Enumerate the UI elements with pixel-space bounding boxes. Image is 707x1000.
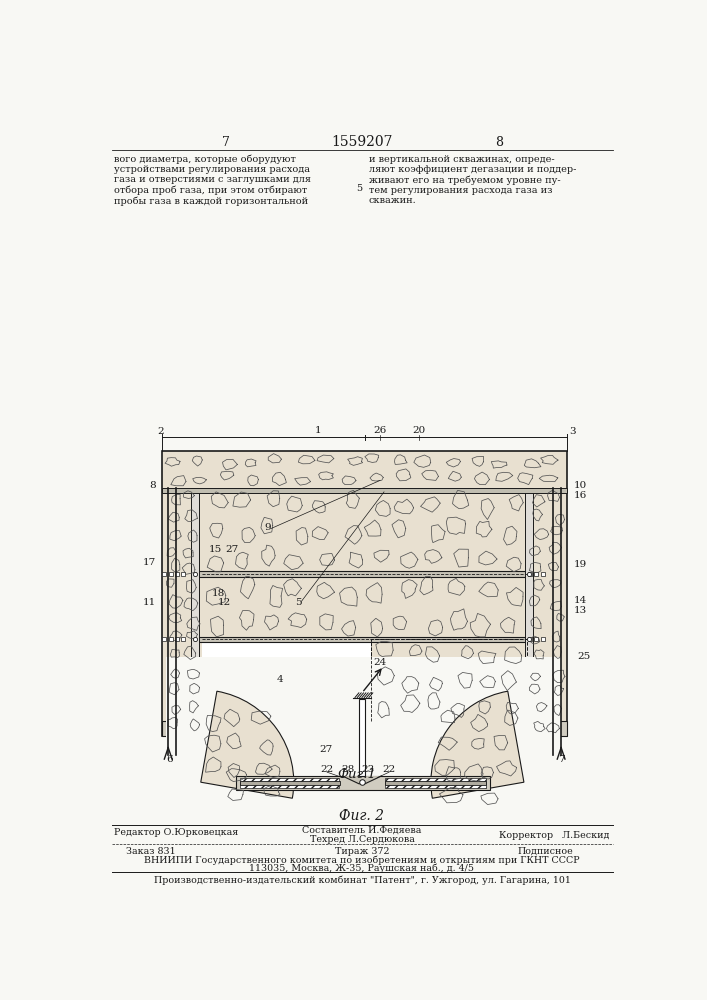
Text: 16: 16 (573, 491, 587, 500)
Bar (162, 451, 567, 488)
Bar (371, 639, 527, 721)
Bar (235, 776, 490, 790)
Bar (240, 778, 339, 788)
Text: газа и отверстиями с заглушками для: газа и отверстиями с заглушками для (114, 175, 311, 184)
Text: 12: 12 (218, 598, 231, 607)
Bar (240, 781, 340, 785)
Text: 22: 22 (320, 765, 334, 774)
Text: живают его на требуемом уровне пу-: живают его на требуемом уровне пу- (369, 175, 561, 185)
Bar (162, 721, 567, 736)
Text: 27: 27 (319, 745, 332, 754)
Text: 9: 9 (264, 523, 271, 532)
Text: Техред Л.Сердюкова: Техред Л.Сердюкова (310, 835, 414, 844)
Text: Тираж 372: Тираж 372 (334, 847, 389, 856)
Bar (196, 571, 533, 577)
Text: 1559207: 1559207 (331, 135, 392, 149)
Text: 8: 8 (149, 481, 156, 490)
Polygon shape (343, 776, 381, 784)
Text: пробы газа в каждой горизонтальной: пробы газа в каждой горизонтальной (114, 196, 308, 206)
Text: 13: 13 (573, 606, 587, 615)
Text: 7: 7 (558, 755, 564, 764)
Text: 11: 11 (143, 598, 156, 607)
Text: ВНИИПИ Государственного комитета по изобретениям и открытиям при ГКНТ СССР: ВНИИПИ Государственного комитета по изоб… (144, 855, 580, 865)
Text: ляют коэффициент дегазации и поддер-: ляют коэффициент дегазации и поддер- (369, 165, 576, 174)
Bar (166, 657, 561, 811)
Text: 2: 2 (157, 427, 164, 436)
Text: Фиг. 2: Фиг. 2 (339, 809, 385, 823)
Bar (385, 781, 486, 785)
Text: 26: 26 (373, 426, 387, 435)
Text: 3: 3 (570, 427, 576, 436)
Text: вого диаметра, которые оборудуют: вого диаметра, которые оборудуют (114, 155, 296, 164)
Text: Подписное: Подписное (518, 847, 573, 856)
Text: 19: 19 (573, 560, 587, 569)
Text: 20: 20 (412, 426, 426, 435)
Text: 10: 10 (573, 481, 587, 490)
Bar (202, 574, 527, 639)
Text: 15: 15 (209, 545, 222, 554)
Wedge shape (201, 691, 293, 798)
Text: Заказ 831: Заказ 831 (126, 847, 175, 856)
Wedge shape (431, 691, 524, 798)
Text: и вертикальной скважинах, опреде-: и вертикальной скважинах, опреде- (369, 155, 554, 164)
Text: 1: 1 (315, 426, 322, 435)
Bar (162, 488, 202, 736)
Bar (162, 451, 567, 736)
Text: устройствами регулирования расхода: устройствами регулирования расхода (114, 165, 310, 174)
Text: 14: 14 (573, 596, 587, 605)
Text: 25: 25 (578, 652, 590, 661)
Bar (202, 488, 527, 574)
Text: 17: 17 (143, 558, 156, 567)
Bar (525, 488, 533, 721)
Text: 23: 23 (361, 765, 375, 774)
Bar (162, 488, 567, 493)
Text: тем регулирования расхода газа из: тем регулирования расхода газа из (369, 186, 552, 195)
Text: 7: 7 (221, 136, 230, 149)
Text: Редактор О.Юрковецкая: Редактор О.Юрковецкая (114, 828, 238, 837)
Bar (192, 488, 199, 721)
Text: Фиг.1: Фиг.1 (337, 768, 376, 781)
Bar (359, 699, 365, 776)
Text: 6: 6 (166, 755, 173, 764)
Text: отбора проб газа, при этом отбирают: отбора проб газа, при этом отбирают (114, 186, 308, 195)
Text: 27: 27 (226, 545, 239, 554)
Text: Производственно-издательский комбинат "Патент", г. Ужгород, ул. Гагарина, 101: Производственно-издательский комбинат "П… (153, 875, 571, 885)
Text: Составитель И.Федяева: Составитель И.Федяева (303, 826, 421, 835)
Text: 5: 5 (356, 184, 363, 193)
Text: 113035, Москва, Ж-35, Раушская наб., д. 4/5: 113035, Москва, Ж-35, Раушская наб., д. … (250, 864, 474, 873)
Text: 18: 18 (211, 589, 225, 598)
Bar (385, 778, 486, 788)
Bar (371, 639, 527, 721)
Bar (196, 637, 533, 642)
Text: Корректор   Л.Бескид: Корректор Л.Бескид (499, 831, 609, 840)
Bar (527, 488, 567, 736)
Text: 24: 24 (373, 658, 387, 667)
Text: 28: 28 (341, 765, 355, 774)
Text: 5: 5 (296, 598, 302, 607)
Bar (162, 451, 567, 736)
Text: скважин.: скважин. (369, 196, 416, 205)
Text: 22: 22 (382, 765, 396, 774)
Text: 4: 4 (276, 675, 283, 684)
Text: 8: 8 (495, 136, 503, 149)
